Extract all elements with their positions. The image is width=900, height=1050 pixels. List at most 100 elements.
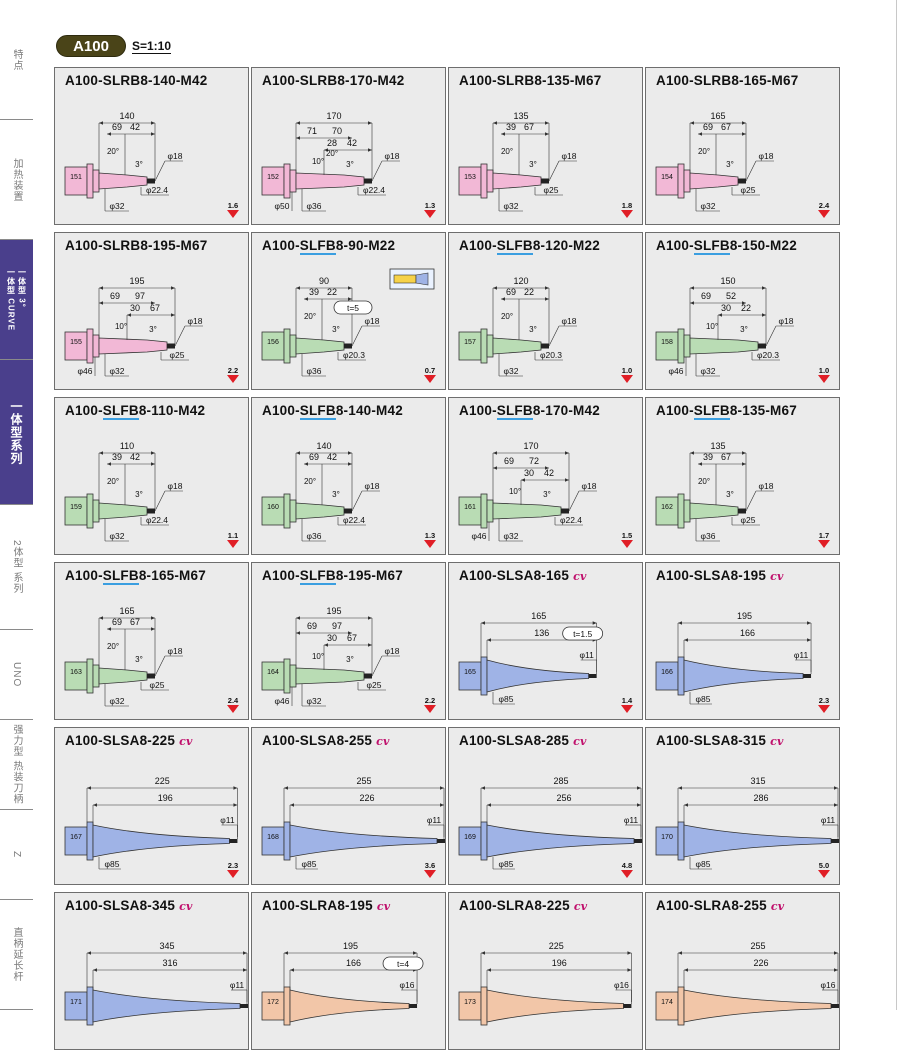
diameter-label: φ22.4 (560, 515, 582, 525)
diameter-label: φ18 (168, 481, 183, 491)
tool-card[interactable]: A100-SLFB8-150-M22 158 150 69 52 30 22 10° 3° φ18… (645, 232, 840, 390)
arrow-head (481, 951, 485, 955)
arrow-head (690, 451, 694, 455)
holder-neck (92, 664, 100, 688)
tool-tip (229, 839, 238, 843)
tool-model-title: A100-SLRB8-170-M42 (262, 73, 405, 88)
arrow-head (151, 132, 155, 136)
tool-card[interactable]: A100-SLSA8-165 cv 165 165 136 φ11 φ85 t=1.5 1.4 (448, 562, 643, 720)
diameter-label: φ85 (105, 859, 120, 869)
tool-model-title: A100-SLRB8-195-M67 (65, 238, 208, 253)
arrow-head (87, 951, 91, 955)
tool-tip (541, 343, 549, 349)
sidebar-tab-8[interactable]: 直柄延长杆 (0, 900, 33, 1010)
tool-card[interactable]: A100-SLSA8-225 cv 167 225 196 φ11 φ85 2.3 (54, 727, 249, 885)
sidebar-tab-4[interactable]: 2体型 系列 (0, 505, 33, 630)
tool-model-title: A100-SLSA8-195 cv (656, 568, 784, 583)
holder-flange (458, 826, 482, 856)
tapered-extension (486, 824, 635, 858)
tool-card[interactable]: A100-SLFB8-135-M67 162 135 39 67 20° 3° φ18 φ25 φ… (645, 397, 840, 555)
tool-drawing: 158 150 69 52 30 22 10° 3° φ18 φ20.3 φ32 φ46 (655, 276, 794, 377)
tool-card[interactable]: A100-SLSA8-285 cv 169 285 256 φ11 φ85 4.8 (448, 727, 643, 885)
tool-card[interactable]: A100-SLRB8-170-M42 152 170 71 70 28 42 10° 3° 20°… (251, 67, 446, 225)
segment-label: 39 (703, 452, 713, 462)
tool-card[interactable]: A100-SLFB8-140-M42 160 140 69 42 20° 3° φ18 φ22.… (251, 397, 446, 555)
sidebar: 特点 加热装置 一体型 3° 一体型 CURVE 一体型系列 2体型 系列 UNO 强力型 … (0, 0, 33, 1010)
tool-card[interactable]: A100-SLFB8-110-M42 159 110 39 42 20° 3° φ18 φ22.… (54, 397, 249, 555)
holder-collar (86, 163, 94, 199)
tool-card[interactable]: A100-SLSA8-255 cv 168 255 226 φ11 φ85 3.6 (251, 727, 446, 885)
arrow-head (348, 451, 352, 455)
tool-card[interactable]: A100-SLRA8-255 cv 174 255 226 φ16 (645, 892, 840, 1050)
tool-number: 162 (661, 504, 673, 511)
tool-model-title: A100-SLRB8-140-M42 (65, 73, 208, 88)
segment-label: 39 (506, 122, 516, 132)
arrow-head (348, 631, 352, 635)
segment-label: 39 (112, 452, 122, 462)
total-length-label: 135 (513, 111, 528, 121)
sidebar-tab-7[interactable]: Z (0, 810, 33, 900)
sidebar-tab-1[interactable]: 加热装置 (0, 120, 33, 240)
weight-value: 1.5 (621, 531, 633, 540)
tool-card[interactable]: A100-SLRB8-165-M67 154 165 69 67 20° 3° φ18 φ25 φ… (645, 67, 840, 225)
tool-card[interactable]: A100-SLFB8-170-M42 161 170 69 72 30 42 10° 3° φ18… (448, 397, 643, 555)
sidebar-tab-5[interactable]: UNO (0, 630, 33, 720)
segment-label: 30 (130, 303, 140, 313)
tool-card[interactable]: A100-SLRB8-140-M42 151 140 69 42 20° 3° φ18 φ22.… (54, 67, 249, 225)
tool-shank (295, 172, 365, 190)
sidebar-tab-label: Z (11, 850, 22, 859)
arrow-head (107, 132, 111, 136)
holder-neck (92, 334, 100, 358)
tool-model-title: A100-SLSA8-285 cv (459, 733, 587, 748)
tool-card[interactable]: A100-SLSA8-195 cv 166 195 166 φ11 φ85 2.3 (645, 562, 840, 720)
tool-card[interactable]: A100-SLFB8-90-M22 156 90 39 22 20° 3° φ18 φ20.3 φ… (251, 232, 446, 390)
mid-length-label: 256 (556, 793, 571, 803)
sidebar-tab-3[interactable]: 一体型系列 (0, 360, 33, 505)
tool-card[interactable]: A100-SLRB8-195-M67 155 195 69 97 30 67 10° 3° φ18… (54, 232, 249, 390)
tool-card[interactable]: A100-SLRA8-225 cv 173 225 196 φ16 (448, 892, 643, 1050)
tool-card[interactable]: A100-SLFB8-120-M22 157 120 69 22 20° 3° φ18 φ20.… (448, 232, 643, 390)
sidebar-tab-2[interactable]: 一体型 3° 一体型 CURVE (0, 240, 33, 360)
tool-drawing: 174 255 226 φ16 (655, 941, 839, 1026)
arrow-head (233, 786, 238, 790)
arrow-head (487, 968, 491, 972)
diameter-label: φ18 (168, 151, 183, 161)
diameter-label: φ18 (562, 151, 577, 161)
segment-label: 69 (504, 456, 514, 466)
sidebar-tab-6[interactable]: 强力型 热装刀柄 (0, 720, 33, 810)
dimension-line (548, 160, 560, 182)
curve-icon: cv (573, 900, 588, 913)
arrow-head (348, 286, 352, 290)
diameter-label: φ18 (365, 481, 380, 491)
tool-model-title: A100-SLRB8-135-M67 (459, 73, 602, 88)
tool-card[interactable]: A100-SLFB8-165-M67 163 165 69 67 20° 3° φ18 φ25 φ… (54, 562, 249, 720)
curve-icon: cv (179, 735, 193, 748)
segment-label: 42 (130, 452, 140, 462)
segment-label: 71 (307, 126, 317, 136)
arrow-head (99, 121, 103, 125)
sidebar-tab-0[interactable]: 特点 (0, 0, 33, 120)
mid-length-label: 136 (534, 628, 549, 638)
segment-label: 42 (130, 122, 140, 132)
tool-number: 159 (70, 504, 82, 511)
segment-label: 42 (327, 452, 337, 462)
tool-shank (98, 667, 148, 685)
total-length-label: 90 (319, 276, 329, 286)
tool-drawing: 155 195 69 97 30 67 10° 3° φ18 φ25 φ32 φ46 (64, 276, 203, 377)
arrow-head (151, 616, 155, 620)
dimension-line (174, 325, 186, 347)
segment-label: 52 (726, 291, 736, 301)
tool-card[interactable]: A100-SLSA8-345 cv 171 345 316 φ11 (54, 892, 249, 1050)
holder-flange (458, 496, 482, 526)
segment-label: 69 (110, 291, 120, 301)
weight-value: 2.2 (424, 696, 436, 705)
diameter-label: φ85 (499, 859, 514, 869)
tool-card[interactable]: A100-SLFB8-195-M67 164 195 69 97 30 67 10° 3° φ18… (251, 562, 446, 720)
tool-card[interactable]: A100-SLRA8-195 cv 172 195 166 φ16 t=4 (251, 892, 446, 1050)
tool-card[interactable]: A100-SLRB8-135-M67 153 135 39 67 20° 3° φ18 φ25 φ… (448, 67, 643, 225)
tool-card[interactable]: A100-SLSA8-315 cv 170 315 286 φ11 φ85 5.0 (645, 727, 840, 885)
